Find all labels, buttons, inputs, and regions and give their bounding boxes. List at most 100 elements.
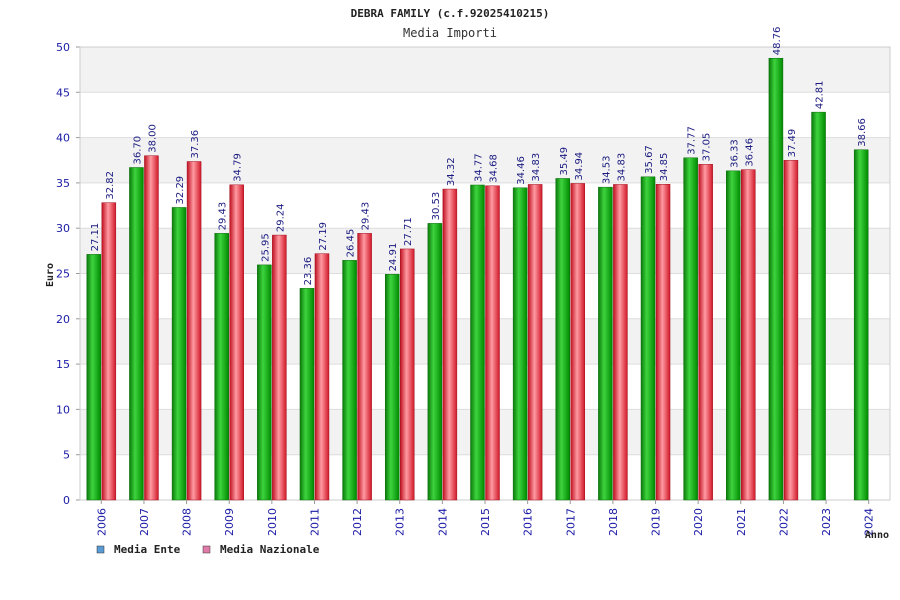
bar-media-ente-2008 (171, 207, 187, 501)
x-tick-label-2012: 2012 (351, 508, 364, 536)
x-tick-label-2013: 2013 (394, 508, 407, 536)
grid-band-5 (80, 228, 890, 274)
bar-media-ente-2006 (86, 254, 102, 501)
x-tick-label-2017: 2017 (564, 508, 577, 536)
bar-media-nazionale-2020 (698, 164, 713, 501)
data-label-media-nazionale-2011: 27.19 (318, 222, 329, 251)
x-axis-ticks: 2006 2007 2008 2009 2010 2011 2012 2013 2014 2015… (95, 500, 876, 536)
data-label-media-ente-2013: 24.91 (388, 243, 399, 272)
bar-media-ente-2023 (811, 111, 826, 501)
legend-swatch-media-ente (96, 545, 105, 554)
x-axis-label: Anno (865, 530, 889, 541)
y-tick-label-20: 20 (56, 313, 70, 326)
data-label-media-nazionale-2014: 34.32 (446, 157, 457, 186)
x-tick-label-2016: 2016 (522, 508, 535, 536)
grid-band-4 (80, 273, 890, 319)
y-tick-label-40: 40 (56, 132, 70, 145)
bar-media-ente-2019 (640, 176, 656, 501)
data-label-media-ente-2019: 35.67 (644, 145, 655, 174)
x-tick-label-2011: 2011 (308, 508, 321, 536)
legend-label-media-nazionale: Media Nazionale (220, 543, 320, 556)
data-label-media-ente-2020: 37.77 (687, 126, 698, 155)
bar-media-ente-2015 (470, 184, 485, 501)
data-label-media-ente-2021: 36.33 (729, 139, 740, 168)
bar-media-ente-2017 (555, 178, 571, 501)
y-tick-label-0: 0 (63, 494, 70, 507)
y-tick-label-35: 35 (56, 177, 70, 190)
grid-band-1 (80, 409, 890, 455)
x-tick-label-2019: 2019 (650, 508, 663, 536)
x-tick-label-2015: 2015 (479, 508, 492, 536)
legend: Media Ente Media Nazionale (96, 543, 320, 556)
data-label-media-nazionale-2010: 29.24 (275, 203, 286, 232)
data-label-media-ente-2024: 38.66 (857, 118, 868, 147)
x-tick-label-2010: 2010 (266, 508, 279, 536)
grid-band-2 (80, 364, 890, 410)
data-label-media-ente-2014: 30.53 (431, 192, 442, 221)
bar-media-nazionale-2013 (399, 248, 415, 501)
data-label-media-nazionale-2009: 34.79 (233, 153, 244, 182)
data-label-media-nazionale-2013: 27.71 (403, 217, 414, 246)
data-label-media-nazionale-2019: 34.85 (659, 153, 670, 182)
bar-media-nazionale-2015 (485, 185, 500, 501)
bars (86, 57, 869, 501)
data-label-media-ente-2010: 25.95 (260, 233, 271, 262)
x-tick-label-2024: 2024 (863, 508, 876, 536)
y-tick-label-25: 25 (56, 268, 70, 281)
data-label-media-nazionale-2006: 32.82 (105, 171, 116, 200)
x-tick-label-2014: 2014 (436, 508, 449, 536)
data-label-media-ente-2017: 35.49 (559, 147, 570, 176)
data-label-media-nazionale-2012: 29.43 (361, 202, 372, 231)
data-label-media-ente-2012: 26.45 (346, 229, 357, 258)
bar-media-ente-2009 (214, 233, 229, 501)
y-tick-label-5: 5 (63, 449, 70, 462)
y-tick-label-10: 10 (56, 403, 70, 416)
data-label-media-ente-2009: 29.43 (218, 202, 229, 231)
x-tick-label-2007: 2007 (138, 508, 151, 536)
y-tick-label-30: 30 (56, 222, 70, 235)
bar-media-ente-2011 (299, 288, 315, 501)
x-tick-label-2023: 2023 (820, 508, 833, 536)
y-axis-ticks: 0 5 10 15 20 25 30 35 40 45 50 (56, 41, 70, 507)
x-tick-label-2020: 2020 (692, 508, 705, 536)
bar-media-nazionale-2021 (741, 169, 756, 501)
grid-band-7 (80, 137, 890, 183)
data-label-media-nazionale-2007: 38.00 (147, 124, 158, 153)
bar-media-nazionale-2007 (144, 155, 159, 501)
legend-label-media-ente: Media Ente (114, 543, 181, 556)
bar-media-ente-2007 (129, 167, 144, 501)
data-labels: 27.11 32.82 36.70 38.00 32.29 37.36 29.43 34.79… (90, 27, 868, 286)
bar-media-nazionale-2022 (783, 160, 799, 501)
bar-media-nazionale-2011 (314, 253, 330, 501)
data-label-media-nazionale-2008: 37.36 (190, 130, 201, 159)
data-label-media-ente-2018: 34.53 (601, 156, 612, 185)
data-label-media-ente-2011: 23.36 (303, 257, 314, 286)
bar-media-ente-2024 (853, 149, 869, 501)
grid-band-6 (80, 182, 890, 229)
legend-swatch-media-nazionale (202, 545, 211, 554)
bar-media-ente-2018 (598, 186, 613, 501)
grid-band-0 (80, 454, 890, 500)
x-tick-label-2018: 2018 (607, 508, 620, 536)
bar-media-ente-2016 (512, 187, 528, 501)
bar-media-ente-2010 (257, 264, 272, 501)
data-label-media-ente-2015: 34.77 (474, 153, 485, 182)
grid-band-9 (80, 47, 890, 93)
grid-band-8 (80, 92, 890, 138)
x-tick-label-2008: 2008 (181, 508, 194, 536)
bar-media-nazionale-2010 (272, 234, 287, 501)
bar-media-nazionale-2017 (570, 183, 586, 501)
y-tick-label-15: 15 (56, 358, 70, 371)
x-tick-label-2022: 2022 (777, 508, 790, 536)
x-tick-label-2006: 2006 (95, 508, 108, 536)
data-label-media-nazionale-2022: 37.49 (787, 129, 798, 158)
data-label-media-ente-2022: 48.76 (772, 27, 783, 56)
bar-media-nazionale-2012 (357, 233, 372, 501)
data-label-media-ente-2008: 32.29 (175, 176, 186, 205)
bar-media-nazionale-2014 (442, 188, 458, 501)
y-tick-label-45: 45 (56, 86, 70, 99)
data-label-media-ente-2007: 36.70 (132, 136, 143, 165)
bar-media-nazionale-2009 (229, 184, 244, 501)
grid-band-3 (80, 318, 890, 365)
